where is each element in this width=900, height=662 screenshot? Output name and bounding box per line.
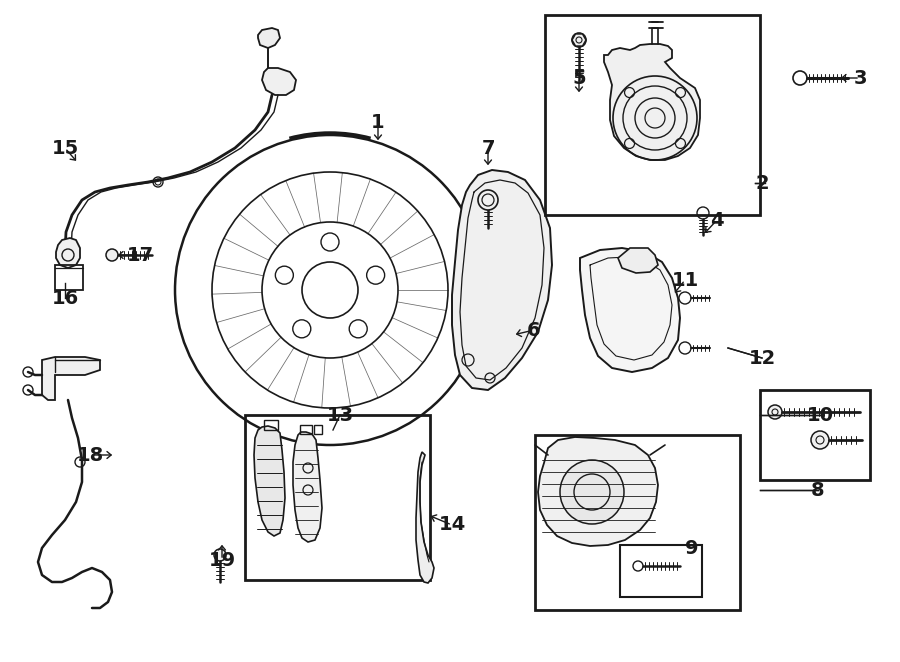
Bar bbox=[264, 420, 278, 430]
Text: 15: 15 bbox=[51, 138, 78, 158]
Text: 7: 7 bbox=[482, 138, 495, 158]
Polygon shape bbox=[42, 357, 100, 400]
Bar bbox=[760, 390, 870, 480]
Text: 16: 16 bbox=[51, 289, 78, 308]
Text: 19: 19 bbox=[209, 551, 236, 569]
Polygon shape bbox=[416, 452, 434, 583]
Circle shape bbox=[768, 405, 782, 419]
Circle shape bbox=[811, 431, 829, 449]
Circle shape bbox=[214, 549, 226, 561]
Text: 1: 1 bbox=[371, 113, 385, 132]
Polygon shape bbox=[572, 34, 586, 46]
Text: 17: 17 bbox=[126, 246, 154, 265]
Text: 13: 13 bbox=[327, 406, 354, 424]
Polygon shape bbox=[604, 44, 700, 160]
Polygon shape bbox=[56, 238, 80, 268]
Text: 6: 6 bbox=[527, 320, 541, 340]
Text: 12: 12 bbox=[749, 348, 776, 367]
Polygon shape bbox=[580, 248, 680, 372]
Text: 8: 8 bbox=[811, 481, 824, 500]
Text: 10: 10 bbox=[806, 406, 833, 424]
Polygon shape bbox=[293, 432, 322, 542]
Text: 5: 5 bbox=[572, 68, 586, 87]
Bar bbox=[314, 425, 322, 434]
Text: 2: 2 bbox=[755, 173, 769, 193]
Polygon shape bbox=[618, 248, 658, 273]
Bar bbox=[55, 265, 83, 290]
Bar bbox=[245, 415, 430, 580]
Polygon shape bbox=[452, 170, 552, 390]
Polygon shape bbox=[538, 437, 658, 546]
Circle shape bbox=[478, 190, 498, 210]
Circle shape bbox=[560, 460, 624, 524]
Text: 3: 3 bbox=[853, 68, 867, 87]
Polygon shape bbox=[258, 28, 280, 48]
Polygon shape bbox=[254, 426, 285, 536]
Bar bbox=[545, 15, 760, 215]
Bar bbox=[620, 545, 702, 597]
Text: 18: 18 bbox=[76, 446, 104, 465]
Polygon shape bbox=[262, 68, 296, 95]
Bar bbox=[535, 435, 740, 610]
Text: 9: 9 bbox=[685, 538, 698, 557]
Text: 4: 4 bbox=[710, 211, 724, 230]
Text: 14: 14 bbox=[438, 516, 465, 534]
Text: 11: 11 bbox=[671, 271, 698, 289]
Circle shape bbox=[106, 249, 118, 261]
Bar bbox=[300, 425, 312, 434]
